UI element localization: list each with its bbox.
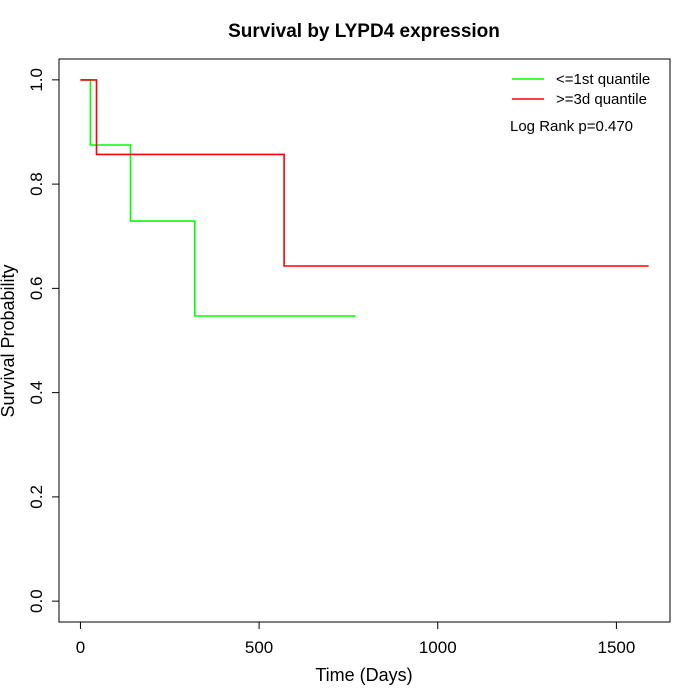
y-tick-label: 0.6 <box>27 277 46 301</box>
x-tick-label: 500 <box>245 638 273 657</box>
y-tick-label: 0.8 <box>27 172 46 196</box>
plot-frame <box>58 58 671 623</box>
series-line-high <box>80 79 649 267</box>
y-axis-label: Survival Probability <box>0 264 18 417</box>
y-tick-label: 0.0 <box>27 589 46 613</box>
x-axis: 0 500 1000 1500 <box>76 621 635 657</box>
y-axis: 0.0 0.2 0.4 0.6 0.8 1.0 <box>27 68 60 613</box>
legend: <=1st quantile >=3d quantile <box>512 71 650 108</box>
series-line-low <box>80 79 356 317</box>
x-tick-label: 0 <box>76 638 85 657</box>
log-rank-annotation: Log Rank p=0.470 <box>510 118 633 135</box>
legend-label-low: <=1st quantile <box>556 71 650 88</box>
x-tick-label: 1500 <box>597 638 635 657</box>
series-layer <box>80 79 649 317</box>
y-tick-label: 0.4 <box>27 381 46 405</box>
legend-label-high: >=3d quantile <box>556 91 647 108</box>
chart-title: Survival by LYPD4 expression <box>228 21 500 42</box>
x-tick-label: 1000 <box>419 638 457 657</box>
y-tick-label: 1.0 <box>27 68 46 92</box>
x-axis-label: Time (Days) <box>315 665 412 685</box>
y-tick-label: 0.2 <box>27 485 46 509</box>
